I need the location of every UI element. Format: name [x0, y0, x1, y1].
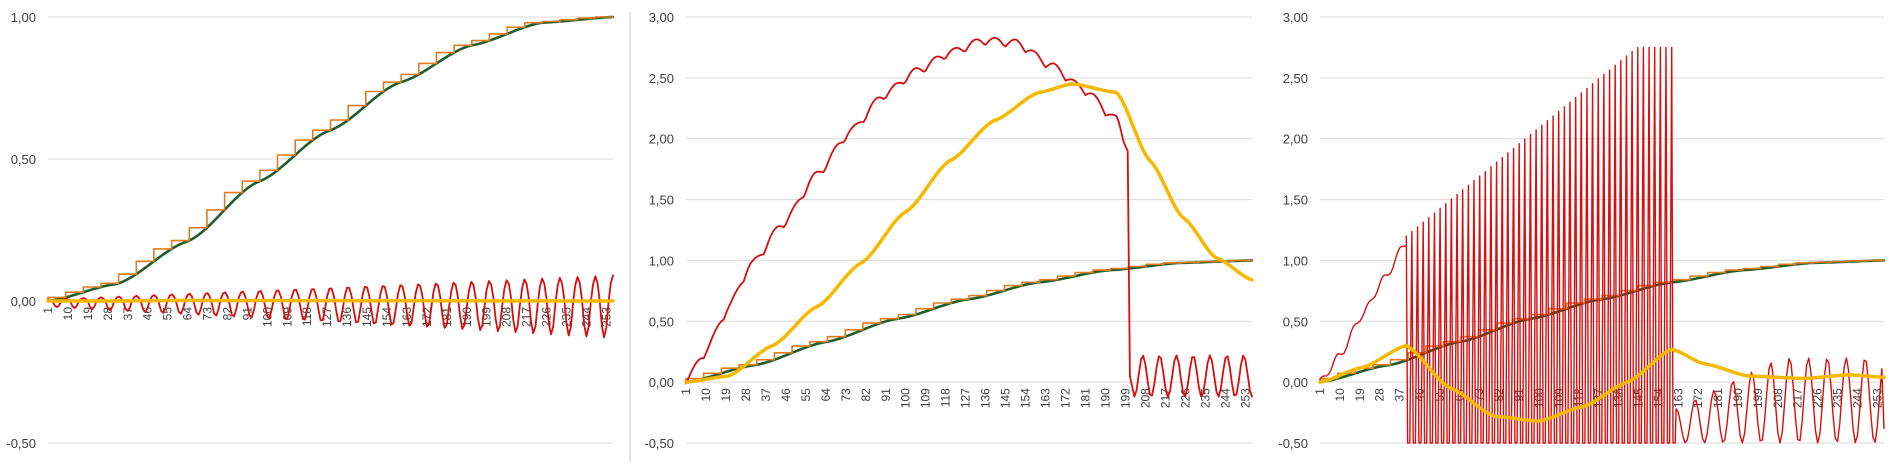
- y-tick-label: 2,50: [1283, 71, 1308, 86]
- y-tick-label: 3,00: [1283, 10, 1308, 25]
- x-tick-label: 145: [999, 388, 1013, 408]
- y-tick-label: 0,00: [11, 294, 36, 309]
- x-tick-label: 136: [979, 388, 993, 408]
- y-tick-label: -0,50: [1278, 436, 1308, 451]
- x-tick-label: 253: [1870, 388, 1884, 408]
- x-tick-label: 235: [1198, 388, 1212, 408]
- y-tick-label: 0,00: [1283, 375, 1308, 390]
- series-line-red: [47, 274, 614, 339]
- x-tick-label: 28: [739, 388, 753, 402]
- y-tick-label: 2,50: [649, 71, 674, 86]
- y-tick-label: 1,00: [11, 10, 36, 25]
- x-tick-label: 127: [959, 388, 973, 408]
- x-tick-label: 19: [719, 388, 733, 402]
- x-tick-label: 10: [61, 307, 75, 321]
- chart-2-middle: 3,00 2,50 2,00 1,50 1,00 0,50 0,00 -0,50 1 10 19 28…: [644, 10, 1254, 451]
- x-tick-label: 244: [1850, 388, 1864, 408]
- x-tick-label: 163: [1039, 388, 1053, 408]
- x-tick-label: 82: [1492, 388, 1506, 402]
- x-tick-label: 253: [1238, 388, 1252, 408]
- x-tick-label: 172: [1691, 388, 1705, 408]
- x-tick-label: 190: [1731, 388, 1745, 408]
- x-tick-label: 253: [599, 307, 613, 327]
- x-tick-label: 199: [1751, 388, 1765, 408]
- x-tick-label: 64: [181, 307, 195, 321]
- x-tick-label: 37: [121, 307, 135, 321]
- x-tick-label: 64: [819, 388, 833, 402]
- x-tick-label: 1: [679, 388, 693, 395]
- x-tick-label: 82: [859, 388, 873, 402]
- series-line-orange: [685, 259, 1253, 383]
- y-tick-label: 1,50: [1283, 193, 1308, 208]
- x-tick-label: 226: [1811, 388, 1825, 408]
- x-tick-label: 73: [201, 307, 215, 321]
- x-tick-label: 136: [340, 307, 354, 327]
- series-line-yellow: [46, 298, 615, 303]
- x-tick-label: 190: [460, 307, 474, 327]
- y-tick-label: -0,50: [644, 436, 674, 451]
- x-tick-label: 19: [1353, 388, 1367, 402]
- x-tick-label: 10: [699, 388, 713, 402]
- x-tick-label: 118: [939, 388, 953, 407]
- x-tick-label: 154: [1019, 388, 1033, 408]
- y-tick-label: 0,50: [11, 152, 36, 167]
- x-tick-label: 10: [1333, 388, 1347, 402]
- x-tick-label: 172: [1059, 388, 1073, 408]
- x-tick-label: 118: [300, 307, 314, 326]
- x-tick-label: 208: [1138, 388, 1152, 408]
- series-line-yellow: [1318, 343, 1886, 423]
- x-tick-label: 1: [41, 307, 55, 314]
- series-line-yellow: [684, 82, 1254, 384]
- y-tick-label: 0,00: [649, 375, 674, 390]
- x-tick-label: 190: [1099, 388, 1113, 408]
- y-tick-label: 0,50: [649, 314, 674, 329]
- chart-1-left: 1,000,500,00-0,501 10 19 28 37 46 55 64 73 82 91 10…: [6, 10, 615, 451]
- x-tick-label: 37: [1393, 388, 1407, 402]
- x-tick-label: 145: [360, 307, 374, 327]
- x-tick-label: 244: [1218, 388, 1232, 408]
- y-tick-label: 3,00: [649, 10, 674, 25]
- x-tick-label: 226: [540, 307, 554, 327]
- x-tick-label: 28: [1373, 388, 1387, 402]
- x-tick-label: 226: [1178, 388, 1192, 408]
- y-tick-label: -0,50: [6, 436, 36, 451]
- chart-3-right: 3,00 2,50 2,00 1,50 1,00 0,50 0,00 -0,50 1 10 19 28…: [1278, 10, 1886, 451]
- x-tick-label: 19: [81, 307, 95, 321]
- x-tick-label: 181: [1079, 388, 1093, 408]
- y-tick-label: 1,00: [1283, 253, 1308, 268]
- x-tick-label: 127: [320, 307, 334, 327]
- x-tick-label: 46: [779, 388, 793, 402]
- x-tick-label: 73: [839, 388, 853, 402]
- x-tick-label: 37: [759, 388, 773, 402]
- x-tick-label: 55: [799, 388, 813, 402]
- x-tick-label: 163: [1671, 388, 1685, 408]
- x-tick-label: 208: [1771, 388, 1785, 408]
- x-tick-label: 100: [899, 388, 913, 408]
- series-line-orange: [47, 16, 614, 302]
- x-tick-label: 199: [1118, 388, 1132, 408]
- y-tick-label: 1,50: [649, 193, 674, 208]
- y-tick-label: 2,00: [649, 132, 674, 147]
- y-tick-label: 2,00: [1283, 132, 1308, 147]
- y-tick-label: 0,50: [1283, 314, 1308, 329]
- x-tick-label: 208: [500, 307, 514, 327]
- y-tick-label: 1,00: [649, 253, 674, 268]
- x-tick-label: 109: [919, 388, 933, 408]
- x-tick-label: 91: [879, 388, 893, 402]
- x-tick-label: 1: [1313, 388, 1327, 395]
- series-line-red: [1319, 46, 1885, 444]
- series-line-red: [685, 36, 1253, 398]
- x-tick-label: 28: [101, 307, 115, 321]
- x-tick-label: 244: [579, 307, 593, 327]
